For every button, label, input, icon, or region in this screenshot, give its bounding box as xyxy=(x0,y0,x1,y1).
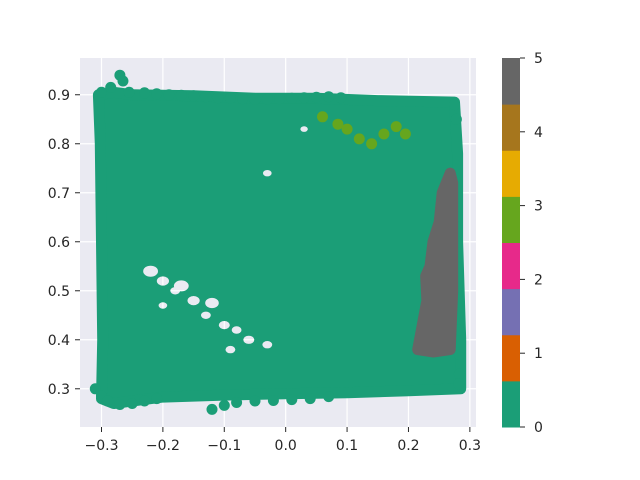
scatter-point-class-0 xyxy=(323,91,335,103)
colorbar-tick-label: 3 xyxy=(534,199,543,215)
y-tick-label: 0.3 xyxy=(48,382,70,398)
scatter-point-class-3 xyxy=(399,128,411,140)
scatter-point-class-0 xyxy=(163,89,175,101)
scatter-point-class-0 xyxy=(286,394,298,406)
scatter-point-class-0 xyxy=(249,395,261,407)
scatter-point-class-0 xyxy=(151,393,163,405)
scatter-point-class-0 xyxy=(151,88,163,100)
colorbar-swatch xyxy=(502,334,520,382)
colorbar-swatch xyxy=(502,150,520,197)
x-tick-label: 0.0 xyxy=(275,438,297,454)
colorbar-swatch xyxy=(502,242,520,290)
scatter-point-class-0 xyxy=(200,91,212,103)
scatter-point-class-0 xyxy=(286,92,298,104)
scatter-overlay xyxy=(317,111,459,358)
scatter-point-class-0 xyxy=(249,93,261,105)
y-tick-label: 0.8 xyxy=(48,137,70,153)
colorbar-tick-label: 4 xyxy=(534,125,543,141)
scatter-point-class-0 xyxy=(126,398,138,409)
scatter-point-class-0 xyxy=(231,397,243,408)
colorbar-swatch xyxy=(502,380,520,428)
colorbar-swatch xyxy=(502,58,520,105)
colorbar-tick-label: 2 xyxy=(534,272,543,288)
x-tick-label: −0.2 xyxy=(146,438,180,454)
scatter-point-class-0 xyxy=(212,92,224,104)
scatter-point-class-3 xyxy=(366,138,378,150)
scatter-point-class-0 xyxy=(114,399,126,410)
scatter-point-class-0 xyxy=(449,99,460,111)
scatter-point-class-0 xyxy=(105,81,117,93)
scatter-point-class-0 xyxy=(139,395,150,407)
scatter-point-class-0 xyxy=(218,399,230,411)
scatter-point-class-0 xyxy=(206,403,218,415)
colorbar-swatch xyxy=(502,288,520,336)
x-axis: −0.3 −0.2 −0.1 0.0 0.1 0.2 0.3 xyxy=(84,427,481,454)
scatter-point-class-0 xyxy=(96,86,107,98)
scatter-point-class-0 xyxy=(261,93,273,105)
scatter-point-class-0 xyxy=(267,395,279,406)
x-tick-label: 0.1 xyxy=(336,438,358,454)
scatter-point-class-0 xyxy=(117,75,129,87)
x-tick-label: −0.3 xyxy=(84,438,118,454)
scatter-point-class-0 xyxy=(453,349,465,360)
x-tick-label: 0.2 xyxy=(397,438,419,454)
scatter-point-class-3 xyxy=(390,121,402,133)
colorbar-swatch xyxy=(502,196,520,244)
scatter-point-class-3 xyxy=(332,118,344,130)
scatter-point-class-3 xyxy=(353,133,365,145)
scatter-point-class-0 xyxy=(298,92,310,104)
scatter-point-class-0 xyxy=(453,378,465,390)
y-tick-label: 0.5 xyxy=(48,284,70,300)
x-tick-label: −0.1 xyxy=(207,438,241,454)
scatter-point-class-0 xyxy=(175,89,187,101)
colorbar-tick-label: 1 xyxy=(534,346,543,362)
scatter-point-class-3 xyxy=(317,111,328,123)
scatter-point-class-0 xyxy=(237,93,249,105)
y-tick-label: 0.9 xyxy=(48,88,70,104)
colorbar-tick-label: 0 xyxy=(534,420,543,436)
scatter-series-class-0 xyxy=(89,69,467,415)
scatter-point-class-0 xyxy=(274,93,285,105)
scatter-point-class-3 xyxy=(341,123,353,135)
scatter-point-class-0 xyxy=(224,92,236,104)
scatter-point-class-0 xyxy=(123,86,135,98)
scatter-point-class-3 xyxy=(378,128,390,140)
scatter-point-class-0 xyxy=(139,87,150,99)
scatter-point-class-0 xyxy=(310,91,322,103)
y-tick-label: 0.7 xyxy=(48,186,70,202)
y-axis: 0.3 0.4 0.5 0.6 0.7 0.8 0.9 xyxy=(48,88,80,398)
colorbar-swatch xyxy=(502,104,520,151)
y-tick-label: 0.6 xyxy=(48,235,70,251)
scatter-cluster-class-5 xyxy=(412,167,459,358)
scatter-point-class-0 xyxy=(453,368,465,380)
scatter-point-class-0 xyxy=(102,395,114,407)
y-tick-label: 0.4 xyxy=(48,333,70,349)
scatter-point-class-0 xyxy=(188,90,200,102)
scatter-point-class-0 xyxy=(89,383,101,395)
colorbar: 0 1 2 3 4 5 xyxy=(502,51,543,436)
colorbar-tick-label: 5 xyxy=(534,51,543,67)
scatter-point-class-0 xyxy=(335,92,347,104)
scatter-point-class-0 xyxy=(304,393,316,405)
scatter-point-class-0 xyxy=(450,113,462,125)
scatter-point-class-0 xyxy=(323,391,335,403)
x-tick-label: 0.3 xyxy=(459,438,481,454)
